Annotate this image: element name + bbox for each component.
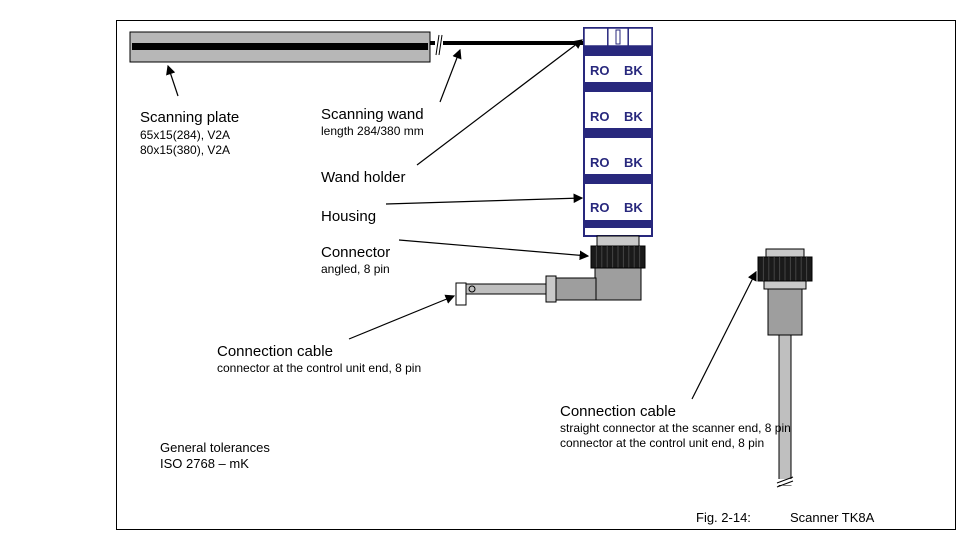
connection-cable-left-title: Connection cable xyxy=(217,344,333,361)
figure-caption: Scanner TK8A xyxy=(790,510,874,526)
housing-label-left: RO xyxy=(590,155,610,170)
arrow-cable-left xyxy=(349,296,454,339)
connector-sub: angled, 8 pin xyxy=(321,262,390,277)
figure-number: Fig. 2-14: xyxy=(696,510,751,526)
arrow-wand-holder xyxy=(417,40,582,165)
angled-connector-neck xyxy=(597,236,639,246)
housing-label-right: BK xyxy=(624,155,643,170)
angled-connector-elbow xyxy=(556,278,596,300)
housing-label-left: RO xyxy=(590,63,610,78)
arrow-cable-right xyxy=(692,272,756,399)
wand-holder-title: Wand holder xyxy=(321,170,406,187)
arrow-housing xyxy=(386,198,582,204)
tolerances-line2: ISO 2768 – mK xyxy=(160,456,249,472)
scanning-wand-title: Scanning wand xyxy=(321,107,424,124)
angled-connector-cable xyxy=(466,284,546,294)
plate-inner-band xyxy=(132,43,428,50)
connector-title: Connector xyxy=(321,245,390,262)
arrow-scanning-plate xyxy=(168,66,178,96)
housing-label-right: BK xyxy=(624,109,643,124)
scanning-plate-sub2: 80x15(380), V2A xyxy=(140,143,230,158)
connection-cable-left-sub: connector at the control unit end, 8 pin xyxy=(217,361,421,376)
scanning-plate-sub1: 65x15(284), V2A xyxy=(140,128,230,143)
straight-connector-cable xyxy=(779,335,791,485)
housing-label-right: BK xyxy=(624,200,643,215)
housing-title: Housing xyxy=(321,209,376,226)
arrow-connector xyxy=(399,240,588,256)
scanning-plate-title: Scanning plate xyxy=(140,110,239,127)
connection-cable-right-sub1: straight connector at the scanner end, 8… xyxy=(560,421,791,436)
diagram-svg: RO BK RO BK RO BK RO BK xyxy=(0,0,972,551)
tolerances-line1: General tolerances xyxy=(160,440,270,456)
angled-connector-body xyxy=(595,268,641,300)
straight-connector-top xyxy=(766,249,804,257)
housing-label-left: RO xyxy=(590,109,610,124)
housing-label-left: RO xyxy=(590,200,610,215)
arrow-scanning-wand xyxy=(440,50,460,102)
connection-cable-right-title: Connection cable xyxy=(560,404,676,421)
connection-cable-right-sub2: connector at the control unit end, 8 pin xyxy=(560,436,764,451)
straight-connector-body xyxy=(768,289,802,335)
scanning-wand-sub: length 284/380 mm xyxy=(321,124,424,139)
housing-label-right: BK xyxy=(624,63,643,78)
